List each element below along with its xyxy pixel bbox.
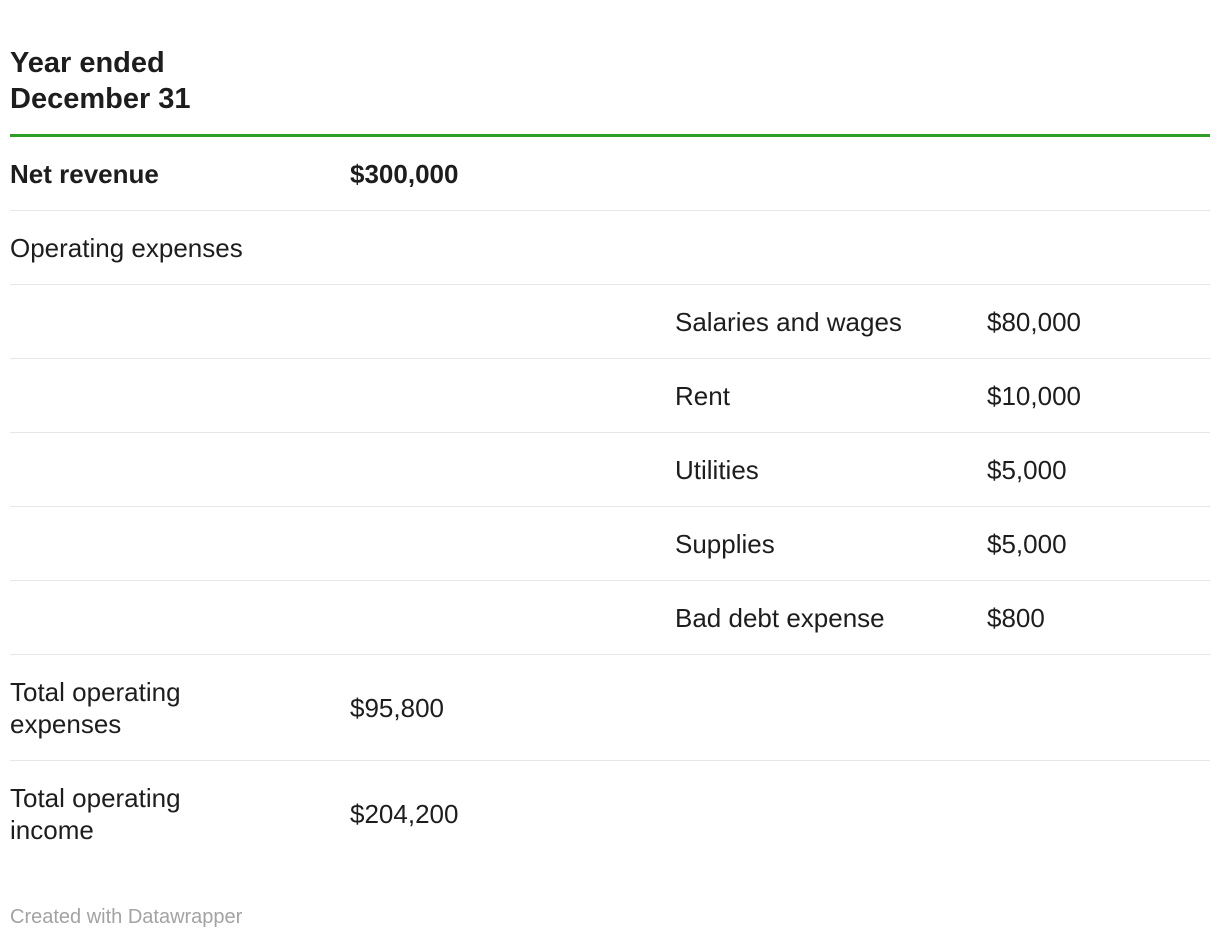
row-label: [10, 432, 350, 507]
table-row: Bad debt expense $800: [10, 580, 1210, 655]
row-total: $204,200: [350, 798, 459, 829]
row-amount: $5,000: [987, 506, 1210, 581]
table-row: Net revenue $300,000: [10, 137, 1210, 211]
row-item: [675, 761, 987, 867]
row-item: [675, 137, 987, 211]
table-row: Salaries and wages $80,000: [10, 284, 1210, 359]
row-item: Supplies: [675, 506, 987, 581]
row-amount: [987, 137, 1210, 211]
row-label: Net revenue: [10, 137, 350, 211]
table-row: Supplies $5,000: [10, 506, 1210, 581]
row-label: [10, 580, 350, 655]
row-item: [675, 210, 987, 285]
table-header: Year ended December 31: [10, 0, 1210, 137]
row-item: Utilities: [675, 432, 987, 507]
row-item: [675, 654, 987, 761]
table-row: Rent $10,000: [10, 358, 1210, 433]
footer-credit: Created with Datawrapper: [10, 906, 243, 928]
row-total: $95,800: [350, 654, 675, 761]
row-amount: [987, 210, 1210, 285]
row-amount: $800: [987, 580, 1210, 655]
row-amount: $5,000: [987, 432, 1210, 507]
header-title: Year ended December 31: [10, 45, 250, 117]
row-total: $300,000: [350, 137, 675, 211]
table-row: Operating expenses: [10, 210, 1210, 285]
row-total: [350, 432, 675, 507]
row-label: [10, 506, 350, 581]
row-label: Total operating expenses: [10, 654, 350, 761]
row-amount: [987, 761, 1210, 867]
row-amount: $80,000: [987, 284, 1210, 359]
row-total: [350, 210, 675, 285]
row-total: [350, 358, 675, 433]
row-total: [350, 580, 675, 655]
row-label: Total operating income: [10, 782, 181, 845]
table-row: Total operating expenses $95,800: [10, 654, 1210, 761]
row-item: Rent: [675, 358, 987, 433]
row-item: Salaries and wages: [675, 284, 987, 359]
row-total: [350, 284, 675, 359]
row-label: [10, 284, 350, 359]
statement-table-container: Year ended December 31 Net revenue $300,…: [10, 0, 1210, 866]
row-amount: $10,000: [987, 358, 1210, 433]
row-label: Operating expenses: [10, 210, 350, 285]
row-item: Bad debt expense: [675, 580, 987, 655]
table-row: Total operating income $204,200: [10, 761, 1210, 867]
header-title-line2: December 31: [10, 83, 191, 115]
row-label: [10, 358, 350, 433]
table-row: Utilities $5,000: [10, 432, 1210, 507]
income-statement-table: Net revenue $300,000 Operating expenses …: [10, 137, 1210, 866]
header-title-line1: Year ended: [10, 47, 165, 79]
row-total: [350, 506, 675, 581]
row-amount: [987, 654, 1210, 761]
